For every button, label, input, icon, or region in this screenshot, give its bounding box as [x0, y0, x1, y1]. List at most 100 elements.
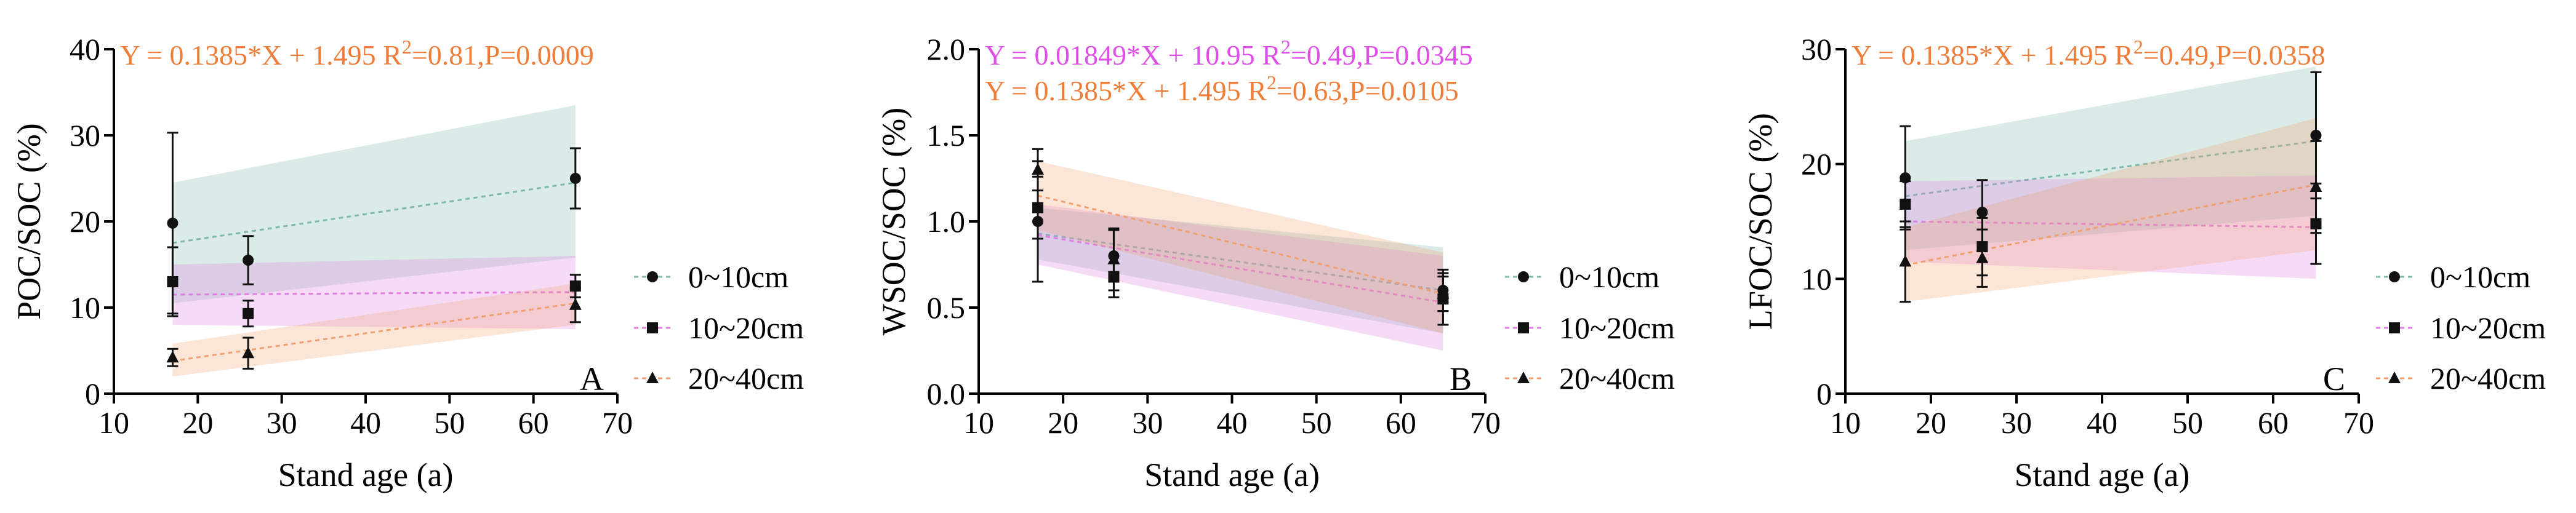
fit-line-0~10cm: [172, 181, 576, 244]
x-tick-label: 40: [2087, 405, 2117, 440]
panel-label: A: [580, 360, 604, 397]
fit-line-20~40cm: [1037, 194, 1443, 295]
data-point-square: [569, 280, 581, 292]
x-tick-label: 60: [1386, 405, 1416, 440]
data-point-triangle: [166, 351, 179, 363]
y-axis-title: POC/SOC (%): [10, 123, 47, 320]
legend-label: 20~40cm: [2430, 361, 2546, 396]
x-tick-label: 70: [2343, 405, 2374, 440]
y-tick-label: 1.5: [927, 118, 966, 153]
y-tick-label: 10: [70, 290, 100, 325]
legend-marker-triangle: [646, 372, 659, 383]
legend-marker-circle: [1518, 271, 1529, 282]
x-axis-title: Stand age (a): [2015, 456, 2190, 493]
legend-marker-square: [2389, 322, 2400, 333]
y-tick-label: 10: [1801, 261, 1832, 296]
x-tick-label: 30: [1132, 405, 1163, 440]
legend-label: 10~20cm: [688, 311, 804, 345]
equation-stats: =0.49,P=0.0358: [2143, 39, 2325, 71]
x-tick-label: 20: [182, 405, 213, 440]
x-tick-label: 30: [267, 405, 297, 440]
y-tick-label: 40: [70, 32, 100, 66]
equation-main: Y = 0.01849*X + 10.95 R: [985, 39, 1281, 71]
fit-line-0~10cm: [1037, 233, 1443, 292]
confidence-band-10~20cm: [1905, 175, 2316, 279]
data-point-triangle: [1976, 251, 1989, 263]
panel-label: C: [2323, 360, 2345, 397]
y-tick-label: 0: [85, 376, 100, 411]
legend-marker-triangle: [1517, 372, 1530, 383]
x-tick-label: 40: [1217, 405, 1248, 440]
x-tick-label: 10: [98, 405, 129, 440]
data-point-triangle: [1899, 255, 1912, 267]
equation-superscript: 2: [1281, 36, 1291, 58]
equation-superscript: 2: [402, 36, 412, 58]
y-tick-label: 20: [1801, 147, 1832, 181]
legend-marker-square: [1518, 322, 1529, 333]
legend-label: 20~40cm: [688, 361, 804, 396]
y-tick-label: 0: [1816, 376, 1832, 411]
regression-equation: Y = 0.01849*X + 10.95 R2=0.49,P=0.0345: [985, 36, 1473, 71]
equation-stats: =0.81,P=0.0009: [412, 39, 594, 71]
y-tick-label: 20: [70, 204, 100, 239]
legend-label: 0~10cm: [2430, 260, 2530, 294]
y-axis-title: WSOC/SOC (%): [875, 108, 912, 336]
confidence-band-20~40cm: [1905, 118, 2316, 302]
data-point-circle: [243, 255, 254, 266]
x-tick-label: 50: [1301, 405, 1332, 440]
equation-main: Y = 0.1385*X + 1.495 R: [985, 75, 1267, 106]
fit-line-10~20cm: [172, 291, 576, 296]
y-tick-label: 0.0: [927, 376, 966, 411]
y-tick-label: 30: [1801, 32, 1832, 66]
legend-label: 10~20cm: [1559, 311, 1675, 345]
data-point-triangle: [2309, 180, 2322, 192]
data-point-circle: [167, 217, 179, 229]
confidence-band-10~20cm: [1038, 204, 1443, 351]
data-point-triangle: [1107, 252, 1120, 264]
data-point-triangle: [1032, 163, 1045, 175]
panel-b: 10 20 30 40 50 60 70 0.0 0.5 1.0 1.5 2.0 Stand age (…: [875, 32, 1675, 493]
equation-main: Y = 0.1385*X + 1.495 R: [120, 39, 402, 71]
data-point-square: [243, 308, 254, 319]
x-axis-title: Stand age (a): [1144, 456, 1320, 493]
x-tick-label: 20: [1916, 405, 1946, 440]
x-tick-label: 60: [518, 405, 549, 440]
x-axis-title: Stand age (a): [278, 456, 454, 493]
fit-line-20~40cm: [1905, 183, 2316, 266]
data-point-square: [1900, 199, 1911, 210]
equation-stats: =0.49,P=0.0345: [1291, 39, 1473, 71]
confidence-band-0~10cm: [172, 105, 576, 303]
equation-superscript: 2: [2133, 36, 2143, 58]
x-tick-label: 70: [1470, 405, 1501, 440]
regression-equation: Y = 0.1385*X + 1.495 R2=0.63,P=0.0105: [985, 71, 1459, 106]
x-tick-label: 10: [963, 405, 994, 440]
data-point-circle: [1976, 207, 1988, 218]
legend-label: 0~10cm: [1559, 260, 1659, 294]
y-tick-label: 30: [70, 118, 100, 153]
x-tick-label: 50: [434, 405, 465, 440]
legend-label: 10~20cm: [2430, 311, 2546, 345]
data-point-circle: [2310, 130, 2322, 141]
legend-label: 0~10cm: [688, 260, 788, 294]
legend-marker-circle: [647, 271, 658, 282]
data-point-square: [1032, 202, 1044, 213]
legend-label: 20~40cm: [1559, 361, 1675, 396]
y-tick-label: 2.0: [927, 32, 966, 66]
equation-main: Y = 0.1385*X + 1.495 R: [1852, 39, 2133, 71]
x-tick-label: 50: [2172, 405, 2203, 440]
x-tick-label: 30: [2001, 405, 2032, 440]
x-tick-label: 20: [1048, 405, 1078, 440]
data-point-triangle: [1437, 287, 1450, 299]
x-tick-label: 60: [2258, 405, 2289, 440]
legend-marker-triangle: [2388, 372, 2401, 383]
x-tick-label: 70: [602, 405, 633, 440]
data-point-circle: [569, 173, 581, 184]
x-tick-label: 10: [1830, 405, 1861, 440]
legend-marker-square: [647, 322, 658, 333]
equation-superscript: 2: [1267, 71, 1277, 93]
confidence-band-0~10cm: [1038, 207, 1443, 333]
panel-label: B: [1450, 360, 1472, 397]
